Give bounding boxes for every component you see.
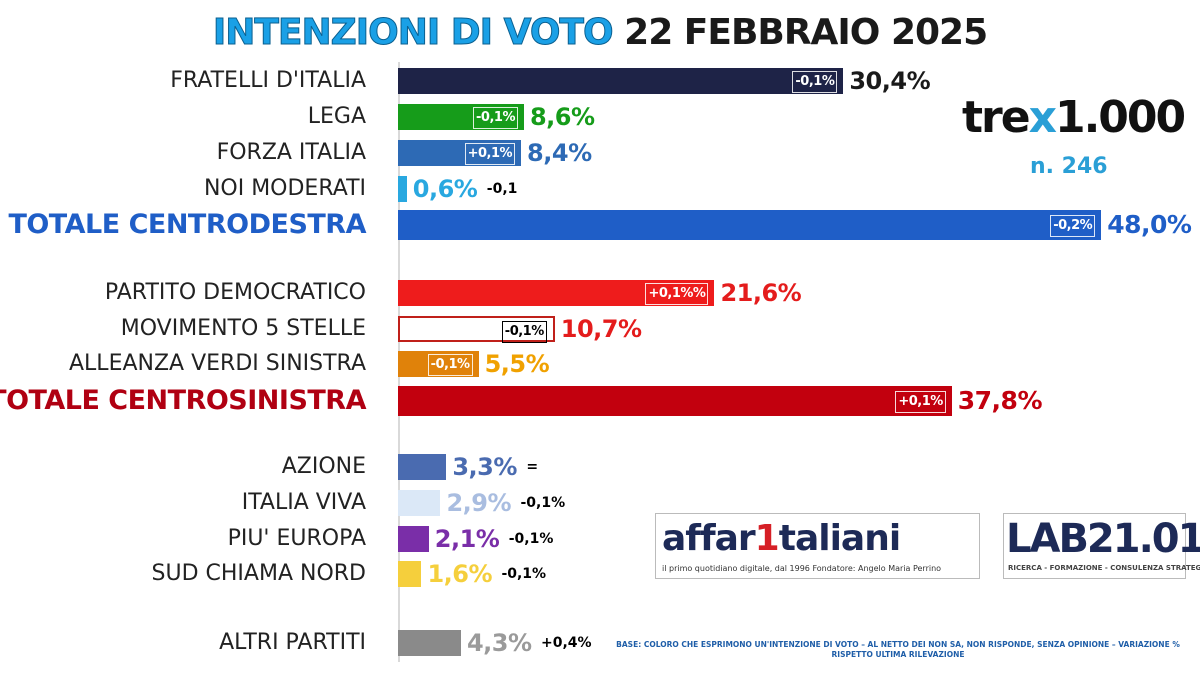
row-label: SUD CHIAMA NORD <box>151 561 366 586</box>
bar: +0,1%% <box>398 280 715 306</box>
affari-part-a: affar <box>662 518 756 559</box>
footnote: BASE: COLORO CHE ESPRIMONO UN'INTENZIONE… <box>616 640 1180 659</box>
variation-label: -0,2% <box>1050 215 1096 237</box>
value-label: 4,3% <box>466 629 532 657</box>
bar <box>398 490 441 516</box>
variation-label: -0,1% <box>501 321 547 343</box>
row-label: NOI MODERATI <box>203 176 366 201</box>
variation-label: = <box>526 459 539 475</box>
value-label: 10,7% <box>560 315 642 343</box>
value-label: 21,6% <box>720 279 802 307</box>
value-label: 30,4% <box>849 67 931 95</box>
variation-label: +0,1% <box>895 391 946 413</box>
affaritaliani-name: affar1taliani <box>662 518 901 559</box>
bar <box>398 454 447 480</box>
lab2101-name: LAB21.01 <box>1006 516 1200 562</box>
bar <box>398 630 461 656</box>
row-label: ALTRI PARTITI <box>219 630 366 655</box>
row-label: FORZA ITALIA <box>216 140 366 165</box>
title-date: 22 FEBBRAIO 2025 <box>624 12 988 53</box>
variation-label: -0,1% <box>792 71 838 93</box>
value-label: 37,8% <box>957 386 1043 415</box>
row-label: PARTITO DEMOCRATICO <box>104 280 366 305</box>
variation-label: -0,1% <box>508 531 554 547</box>
row-label: PIU' EUROPA <box>227 526 366 551</box>
title-main: INTENZIONI DI VOTO <box>212 12 614 54</box>
bar <box>398 526 429 552</box>
value-label: 2,1% <box>434 525 500 553</box>
variation-label: -0,1% <box>520 495 566 511</box>
variation-label: -0,1% <box>501 566 547 582</box>
lab2101-tagline: RICERCA - FORMAZIONE - CONSULENZA STRATE… <box>1008 564 1200 572</box>
affari-part-1: 1 <box>754 518 780 559</box>
affari-part-b: taliani <box>778 518 901 559</box>
value-label: 3,3% <box>452 453 517 481</box>
row-label: ITALIA VIVA <box>241 490 366 515</box>
trex-logo-text: tre <box>962 92 1031 143</box>
value-label: 2,9% <box>446 489 512 517</box>
row-label: MOVIMENTO 5 STELLE <box>120 316 366 341</box>
bar: -0,1% <box>398 68 844 94</box>
row-label: ALLEANZA VERDI SINISTRA <box>69 351 366 376</box>
row-label: LEGA <box>307 104 366 129</box>
affaritaliani-tagline: il primo quotidiano digitale, dal 1996 F… <box>662 564 942 573</box>
bar: +0,1% <box>398 386 952 416</box>
bar: -0,1% <box>398 104 524 130</box>
value-label: 5,5% <box>484 350 550 378</box>
row-label: FRATELLI D'ITALIA <box>170 68 366 93</box>
variation-label: +0,1%% <box>645 283 709 305</box>
bar <box>398 561 422 587</box>
lab2101-logo: LAB21.01 RICERCA - FORMAZIONE - CONSULEN… <box>1003 513 1200 579</box>
row-label: AZIONE <box>281 454 366 479</box>
issue-number: n. 246 <box>1030 154 1108 179</box>
variation-label: +0,4% <box>540 635 592 651</box>
value-label: 1,6% <box>427 560 492 588</box>
value-label: 8,6% <box>529 103 595 131</box>
value-label: 8,4% <box>527 139 592 167</box>
bar: +0,1% <box>398 140 522 166</box>
value-label: 48,0% <box>1107 210 1192 239</box>
variation-label: -0,1% <box>473 107 518 129</box>
chart-title: INTENZIONI DI VOTO 22 FEBBRAIO 2025 <box>0 12 1200 54</box>
row-label: TOTALE CENTROSINISTRA <box>0 385 366 416</box>
variation-label: -0,1 <box>486 181 518 197</box>
bar <box>398 176 407 202</box>
trex-logo-number: 1.000 <box>1054 92 1186 143</box>
row-label: TOTALE CENTRODESTRA <box>8 209 366 240</box>
bar: -0,1% <box>398 351 479 377</box>
trex-logo-x: x <box>1028 92 1057 143</box>
bar: -0,1% <box>398 316 555 343</box>
affaritaliani-logo: affar1taliani il primo quotidiano digita… <box>655 513 980 579</box>
bar: -0,2% <box>398 210 1102 240</box>
variation-label: -0,1% <box>427 354 473 376</box>
trex-logo: trex1.000 <box>962 96 1186 140</box>
variation-label: +0,1% <box>464 143 516 165</box>
value-label: 0,6% <box>412 175 478 203</box>
